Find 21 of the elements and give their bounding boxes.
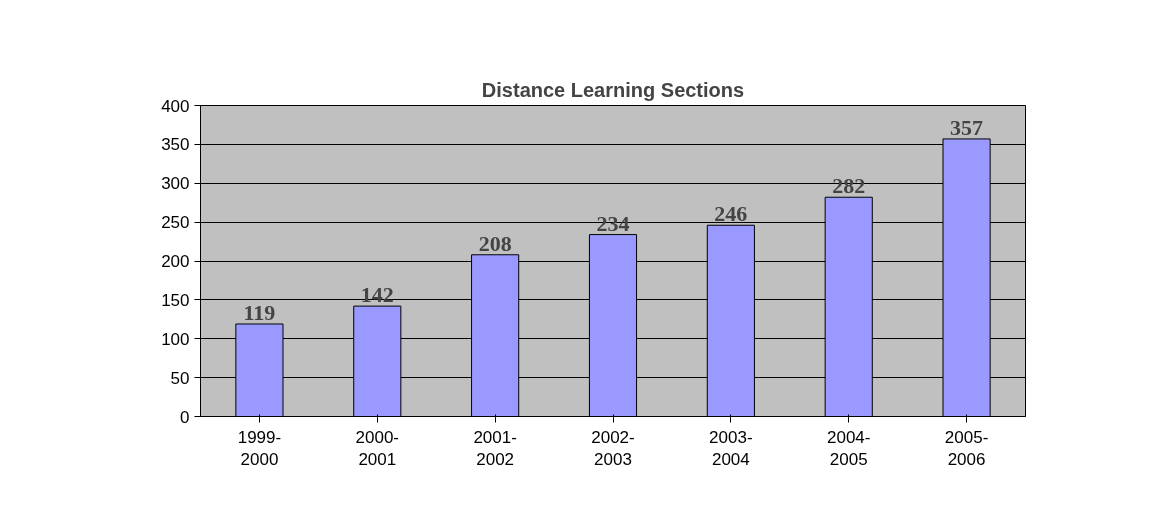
y-tick-label: 350 [161,135,190,155]
x-tick-label: 2005-2006 [944,427,989,470]
y-tick-label: 300 [161,174,190,194]
x-tick-label: 1999-2000 [237,427,282,470]
x-tick-label: 2001-2002 [473,427,517,470]
chart-title: Distance Learning Sections [481,78,745,101]
y-tick-label: 250 [161,213,190,233]
y-tick-label: 50 [170,368,190,388]
x-tick-label: 2000-2001 [355,427,400,470]
x-tick-label: 2002-2003 [591,427,635,470]
y-tick-label: 100 [161,329,190,349]
data-label: 246 [714,201,748,227]
y-tick-label: 200 [161,252,190,271]
y-tick-label: 150 [161,290,190,310]
data-label: 119 [243,299,276,325]
x-tick-label: 2004-2005 [826,427,871,470]
y-tick-label: 400 [161,96,190,116]
data-label: 208 [478,230,512,256]
data-label: 357 [950,114,984,140]
x-tick-label: 2003-2004 [709,427,753,470]
y-tick-label: 0 [180,407,190,427]
